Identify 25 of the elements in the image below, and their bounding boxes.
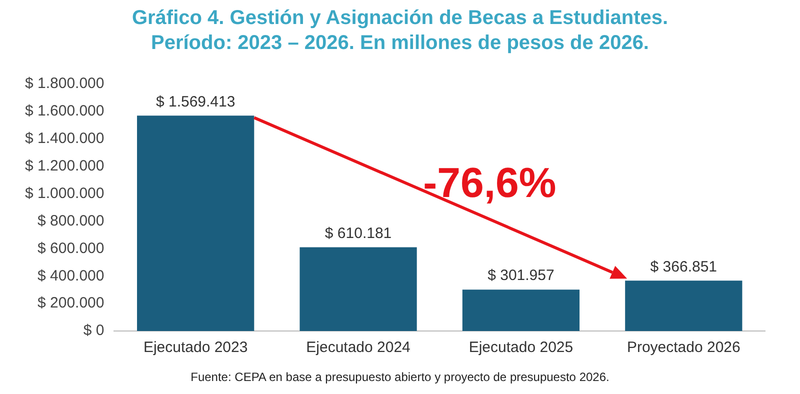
y-tick-label: $ 800.000 [38,212,104,230]
annotation: -76,6% [423,158,556,207]
bar [137,116,254,331]
data-label: $ 366.851 [650,258,718,276]
data-label: $ 301.957 [488,267,554,284]
chart-title: Gráfico 4. Gestión y Asignación de Becas a Estudiantes. Período: 2023 – 2026. En millones de pesos de 2026. [130,6,670,56]
source-note: Fuente: CEPA en base a presupuesto abierto y proyecto de presupuesto 2026. [190,370,610,384]
y-tick-label: $ 400.000 [38,267,104,284]
data-label: $ 1.569.413 [156,93,236,110]
y-tick-label: $ 1.400.000 [24,130,104,148]
bar [300,247,417,331]
y-tick-label: $ 0 [83,322,104,340]
y-tick-label: $ 600.000 [38,240,104,257]
bar [462,290,580,331]
x-tick-label: Ejecutado 2024 [306,339,410,356]
y-tick-label: $ 1.600.000 [24,102,104,120]
x-tick-label: Ejecutado 2023 [143,339,248,356]
y-tick-label: $ 1.000.000 [24,184,104,202]
x-tick-label: Proyectado 2026 [626,339,740,356]
x-tick-label: Ejecutado 2025 [468,339,574,356]
y-tick-label: $ 1.800.000 [24,75,104,92]
y-tick-label: $ 1.200.000 [24,157,104,174]
bar [625,280,742,331]
y-tick-label: $ 200.000 [38,294,104,312]
data-label: $ 610.181 [324,224,392,242]
